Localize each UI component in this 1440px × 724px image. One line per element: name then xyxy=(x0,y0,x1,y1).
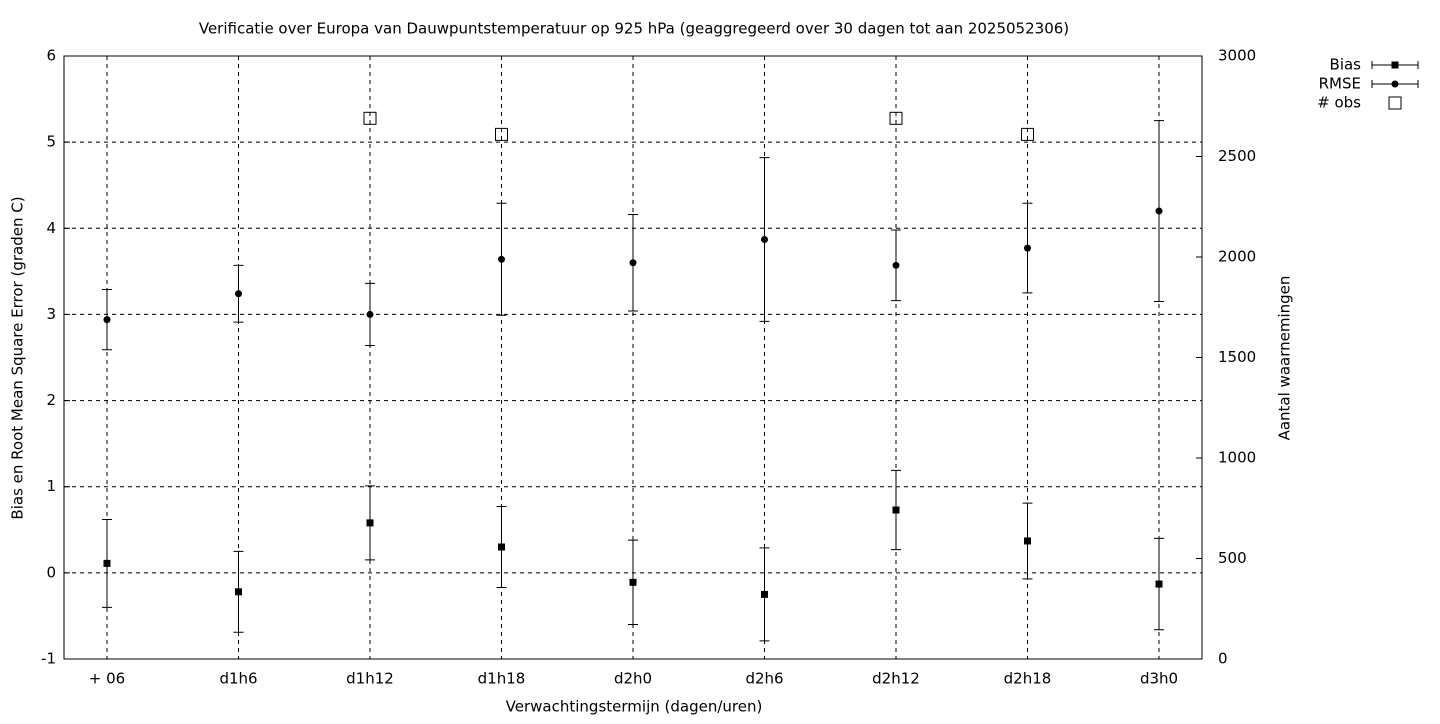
marker xyxy=(892,506,900,514)
x-tick-label: + 06 xyxy=(89,670,125,688)
y-tick-label: 5 xyxy=(46,133,56,151)
marker xyxy=(495,127,508,141)
y-tick-label: 0 xyxy=(46,563,56,581)
chart-title: Verificatie over Europa van Dauwpuntstem… xyxy=(199,20,1069,38)
marker xyxy=(498,543,505,551)
marker xyxy=(1155,207,1163,215)
legend-label: RMSE xyxy=(1319,75,1361,93)
marker xyxy=(103,316,111,324)
marker xyxy=(366,519,374,527)
x-tick-label: d1h12 xyxy=(346,670,394,688)
y2-tick-label: 500 xyxy=(1218,549,1247,567)
y2-tick-label: 3000 xyxy=(1218,47,1256,65)
y2-tick-label: 0 xyxy=(1218,650,1228,668)
y-axis-label: Bias en Root Mean Square Error (graden C… xyxy=(9,196,27,519)
y-tick-label: 1 xyxy=(46,477,56,495)
x-tick-label: d3h0 xyxy=(1140,670,1178,688)
legend-label: Bias xyxy=(1330,56,1362,74)
marker xyxy=(889,111,903,125)
marker xyxy=(235,290,242,298)
marker xyxy=(363,111,377,125)
y2-tick-label: 2500 xyxy=(1218,147,1256,165)
x-tick-label: d2h12 xyxy=(872,670,920,688)
legend-marker xyxy=(1391,61,1399,69)
marker xyxy=(761,235,768,243)
x-tick-label: d2h6 xyxy=(745,670,783,688)
y2-tick-label: 1000 xyxy=(1218,449,1256,467)
y-tick-label: 3 xyxy=(46,305,56,323)
marker xyxy=(235,588,242,596)
x-axis-label: Verwachtingstermijn (dagen/uren) xyxy=(506,698,763,716)
legend-label: # obs xyxy=(1317,94,1361,112)
y-tick-label: 4 xyxy=(46,219,56,237)
y-tick-label: 6 xyxy=(46,47,56,65)
y-tick-label: -1 xyxy=(41,650,56,668)
y2-tick-label: 1500 xyxy=(1218,348,1256,366)
x-tick-label: d2h0 xyxy=(614,670,652,688)
marker xyxy=(629,578,637,586)
marker xyxy=(1021,127,1034,141)
marker xyxy=(1155,580,1163,588)
marker xyxy=(366,310,374,318)
marker xyxy=(498,255,505,263)
marker xyxy=(1024,244,1031,252)
x-tick-label: d2h18 xyxy=(1004,670,1052,688)
y2-axis-label: Aantal waarnemingen xyxy=(1276,276,1294,441)
x-tick-label: d1h18 xyxy=(478,670,526,688)
marker xyxy=(629,259,637,267)
y-tick-label: 2 xyxy=(46,391,56,409)
legend-marker xyxy=(1388,96,1402,110)
marker xyxy=(761,590,768,598)
y2-tick-label: 2000 xyxy=(1218,248,1256,266)
marker xyxy=(892,261,900,269)
marker xyxy=(103,559,111,567)
x-tick-label: d1h6 xyxy=(219,670,257,688)
legend-marker xyxy=(1391,80,1399,88)
marker xyxy=(1024,537,1031,545)
